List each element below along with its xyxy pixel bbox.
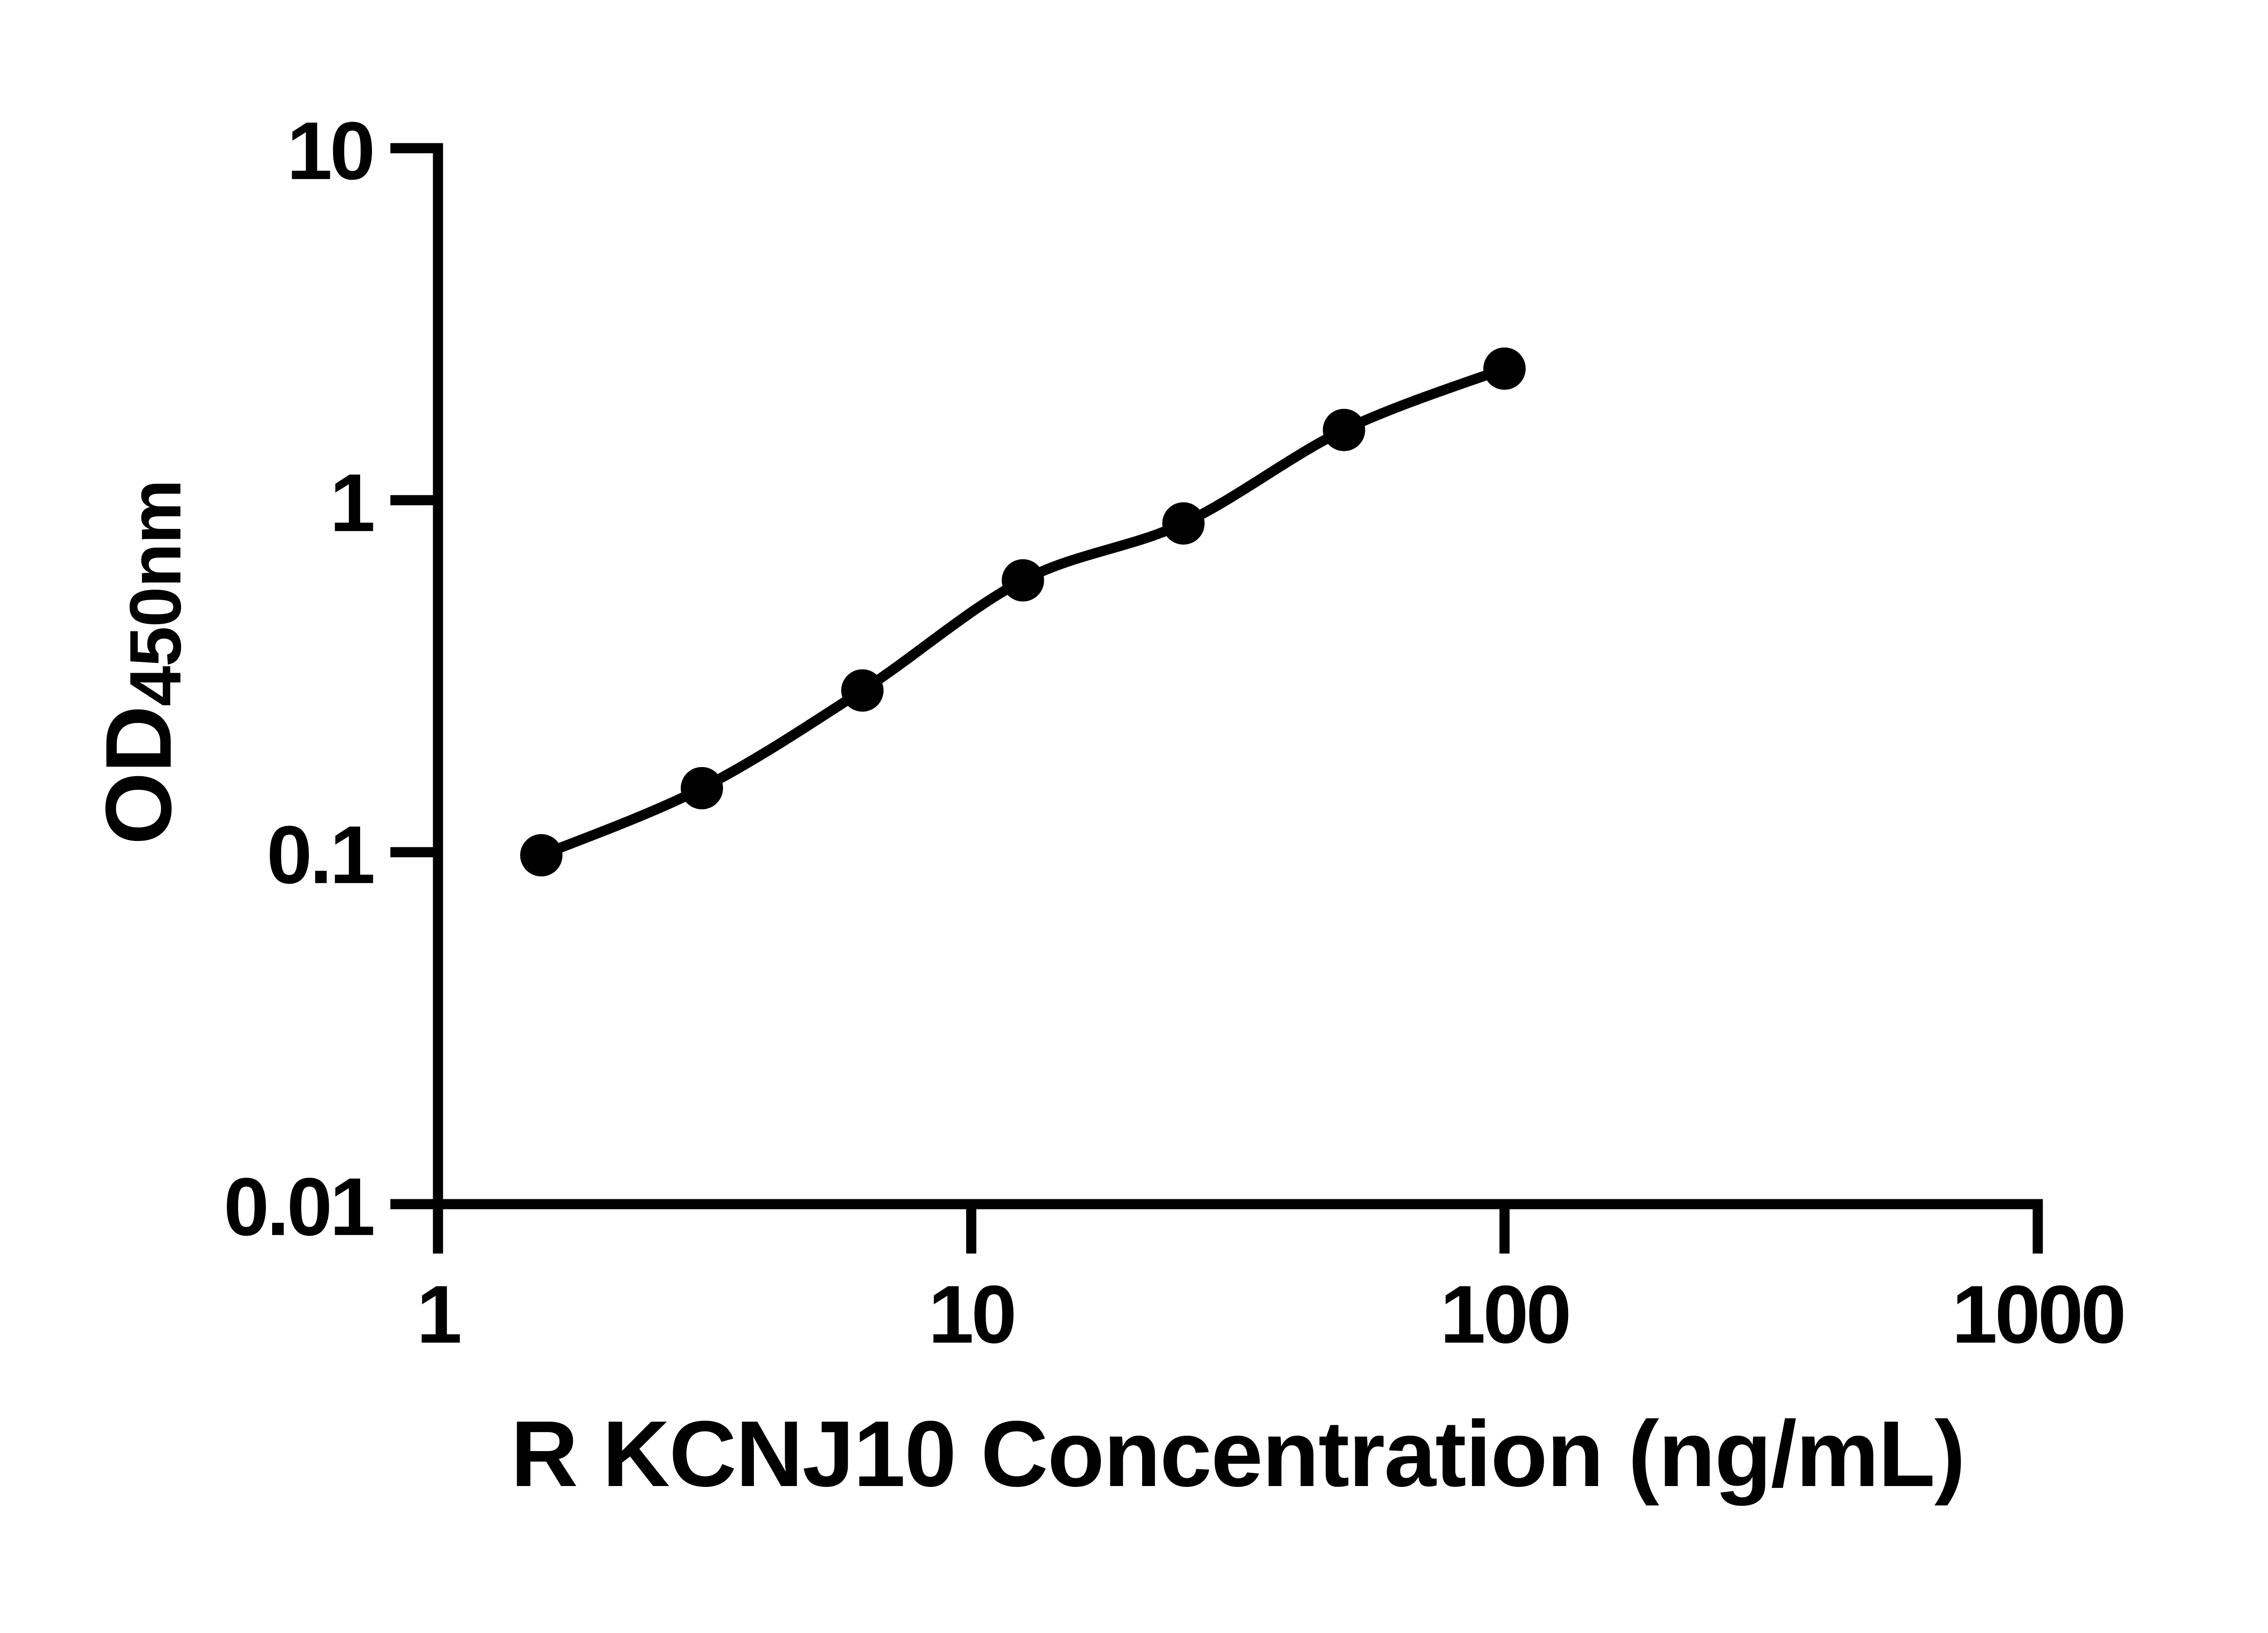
x-tick-label: 10 — [928, 1269, 1014, 1360]
data-point-marker — [1162, 502, 1205, 545]
data-point-marker — [841, 669, 884, 712]
elisa-standard-curve-figure: 10 1 0.1 0.01 1 10 100 1000 R KCNJ10 Concentra… — [86, 105, 2126, 1506]
data-point-marker — [1483, 347, 1526, 390]
x-ticks — [433, 1204, 2043, 1254]
data-points — [520, 347, 1526, 877]
y-axis-title: OD450nm — [86, 480, 196, 845]
axis-titles: R KCNJ10 Concentration (ng/mL) OD450nm — [86, 480, 1965, 1506]
y-axis-title-main: OD — [86, 706, 191, 845]
series-group — [520, 347, 1526, 877]
x-axis: 1 10 100 1000 — [416, 1199, 2126, 1360]
x-tick-labels: 1 10 100 1000 — [416, 1269, 2126, 1360]
y-axis: 10 1 0.1 0.01 — [224, 105, 443, 1253]
data-point-marker — [520, 834, 563, 877]
data-point-marker — [1323, 409, 1365, 451]
y-tick-label: 0.01 — [224, 1161, 373, 1253]
y-axis-title-subscript: 450nm — [115, 480, 196, 707]
y-tick-labels: 10 1 0.1 0.01 — [224, 105, 376, 1253]
y-tick-label: 0.1 — [267, 809, 373, 901]
y-axis-title-group: OD450nm — [86, 480, 196, 845]
data-point-marker — [680, 767, 723, 810]
x-tick-label: 100 — [1440, 1269, 1569, 1360]
y-ticks — [390, 143, 438, 1209]
y-tick-label: 1 — [330, 457, 373, 549]
data-point-marker — [1002, 559, 1044, 602]
x-tick-label: 1000 — [1952, 1269, 2124, 1360]
y-tick-label: 10 — [287, 105, 373, 197]
standard-curve-chart: 10 1 0.1 0.01 1 10 100 1000 R KCNJ10 Concentra… — [86, 105, 2126, 1506]
x-tick-label: 1 — [416, 1269, 460, 1360]
x-axis-title: R KCNJ10 Concentration (ng/mL) — [511, 1401, 1965, 1506]
